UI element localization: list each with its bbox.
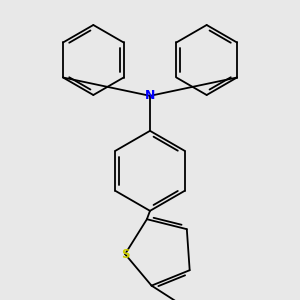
Text: N: N [145, 89, 155, 102]
Text: S: S [121, 248, 129, 261]
